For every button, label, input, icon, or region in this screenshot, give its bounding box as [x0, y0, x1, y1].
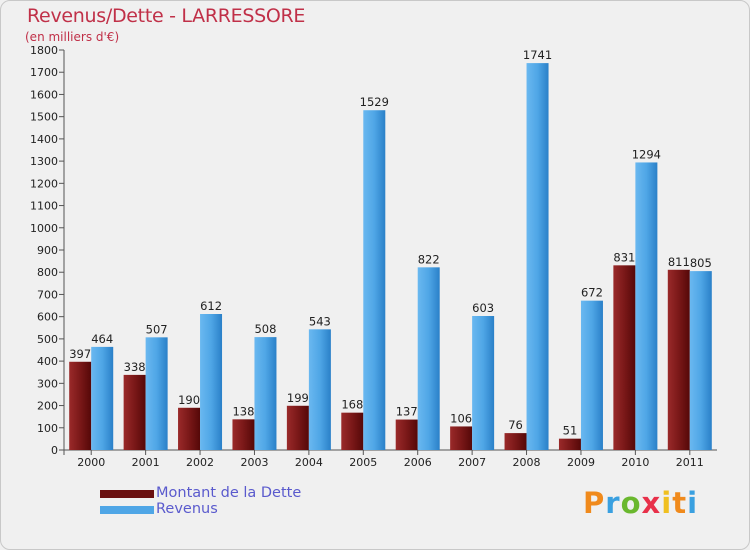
y-tick-label: 1100 — [30, 200, 58, 213]
y-tick-label: 1800 — [30, 44, 58, 57]
y-tick-label: 500 — [37, 333, 58, 346]
debt-bar — [341, 412, 364, 450]
debt-value-label: 138 — [232, 404, 254, 418]
revenus-bar — [254, 337, 277, 450]
debt-bar — [69, 361, 92, 450]
y-tick-label: 1600 — [30, 88, 58, 101]
y-tick-label: 900 — [37, 244, 58, 257]
x-tick-label: 2007 — [458, 456, 486, 469]
debt-value-label: 51 — [563, 424, 578, 438]
revenus-value-label: 805 — [690, 256, 712, 270]
y-tick-label: 1500 — [30, 111, 58, 124]
debt-value-label: 168 — [341, 398, 363, 412]
y-tick-label: 1000 — [30, 222, 58, 235]
y-tick-label: 700 — [37, 288, 58, 301]
x-tick-label: 2002 — [186, 456, 214, 469]
revenus-bar — [526, 63, 549, 450]
y-tick-label: 200 — [37, 400, 58, 413]
chart-bars — [69, 63, 712, 450]
debt-value-label: 831 — [613, 250, 635, 264]
revenus-value-label: 543 — [309, 314, 331, 328]
x-tick-label: 2008 — [513, 456, 541, 469]
revenus-value-label: 822 — [418, 252, 440, 266]
x-tick-label: 2011 — [676, 456, 704, 469]
revenus-value-label: 1294 — [632, 147, 661, 161]
y-tick-label: 100 — [37, 422, 58, 435]
debt-bar — [558, 438, 581, 450]
legend-swatch-debt — [100, 490, 154, 498]
revenus-bar — [308, 329, 331, 450]
logo-letter: o — [620, 486, 642, 520]
revenus-bar — [580, 300, 603, 450]
debt-value-label: 397 — [69, 347, 91, 361]
debt-bar — [395, 419, 418, 450]
revenus-bar — [91, 346, 114, 450]
y-tick-label: 300 — [37, 377, 58, 390]
revenus-value-label: 1741 — [523, 48, 552, 62]
legend-label-revenus: Revenus — [156, 501, 218, 517]
debt-value-label: 106 — [450, 411, 472, 425]
debt-value-label: 76 — [508, 418, 523, 432]
x-tick-label: 2004 — [295, 456, 323, 469]
debt-bar — [178, 407, 201, 450]
revenus-value-label: 508 — [254, 322, 276, 336]
debt-value-label: 338 — [124, 360, 146, 374]
chart-title: Revenus/Dette - LARRESSORE — [27, 5, 306, 27]
debt-bar — [286, 405, 309, 450]
y-tick-label: 0 — [51, 444, 58, 457]
y-tick-label: 1200 — [30, 177, 58, 190]
x-tick-label: 2001 — [132, 456, 160, 469]
revenus-value-label: 672 — [581, 286, 603, 300]
debt-bar — [450, 426, 473, 450]
revenus-bar — [145, 337, 168, 450]
x-tick-label: 2000 — [77, 456, 105, 469]
debt-bar — [504, 433, 527, 450]
y-tick-label: 1300 — [30, 155, 58, 168]
proxiti-logo: Proxiti — [583, 486, 698, 520]
debt-bar — [232, 419, 255, 450]
y-tick-label: 1400 — [30, 133, 58, 146]
revenus-bar — [472, 316, 495, 450]
debt-bar — [667, 269, 690, 450]
x-tick-label: 2006 — [404, 456, 432, 469]
legend-swatch-revenus — [100, 506, 154, 514]
revenus-value-label: 507 — [146, 322, 168, 336]
logo-letter: i — [687, 486, 699, 520]
debt-value-label: 137 — [396, 405, 418, 419]
y-tick-label: 600 — [37, 311, 58, 324]
revenus-bar — [200, 314, 223, 450]
revenus-bar — [689, 271, 712, 450]
logo-letter: t — [672, 486, 688, 520]
revenus-value-label: 612 — [200, 299, 222, 313]
y-tick-label: 800 — [37, 266, 58, 279]
revenus-value-label: 603 — [472, 301, 494, 315]
logo-letter: i — [661, 486, 673, 520]
debt-value-label: 190 — [178, 393, 200, 407]
y-tick-label: 400 — [37, 355, 58, 368]
revenus-bar — [417, 267, 440, 450]
x-tick-label: 2005 — [349, 456, 377, 469]
x-tick-label: 2010 — [621, 456, 649, 469]
debt-value-label: 199 — [287, 391, 309, 405]
revenus-value-label: 464 — [91, 332, 113, 346]
debt-value-label: 811 — [668, 255, 690, 269]
x-tick-label: 2009 — [567, 456, 595, 469]
y-tick-label: 1700 — [30, 66, 58, 79]
chart-axes: 0 100 200 300 400 500 600 700 800 900 1000 1100 1200… — [30, 44, 717, 469]
revenus-value-label: 1529 — [360, 95, 389, 109]
logo-letter: r — [605, 486, 621, 520]
logo-letter: x — [641, 486, 662, 520]
legend-label-debt: Montant de la Dette — [156, 485, 302, 501]
debt-bar — [123, 374, 146, 450]
revenus-bar — [635, 162, 658, 450]
logo-letter: P — [583, 486, 606, 520]
debt-bar — [613, 265, 636, 450]
revenus-bar — [363, 110, 386, 450]
chart-subtitle: (en milliers d'€) — [25, 30, 120, 44]
x-tick-label: 2003 — [240, 456, 268, 469]
